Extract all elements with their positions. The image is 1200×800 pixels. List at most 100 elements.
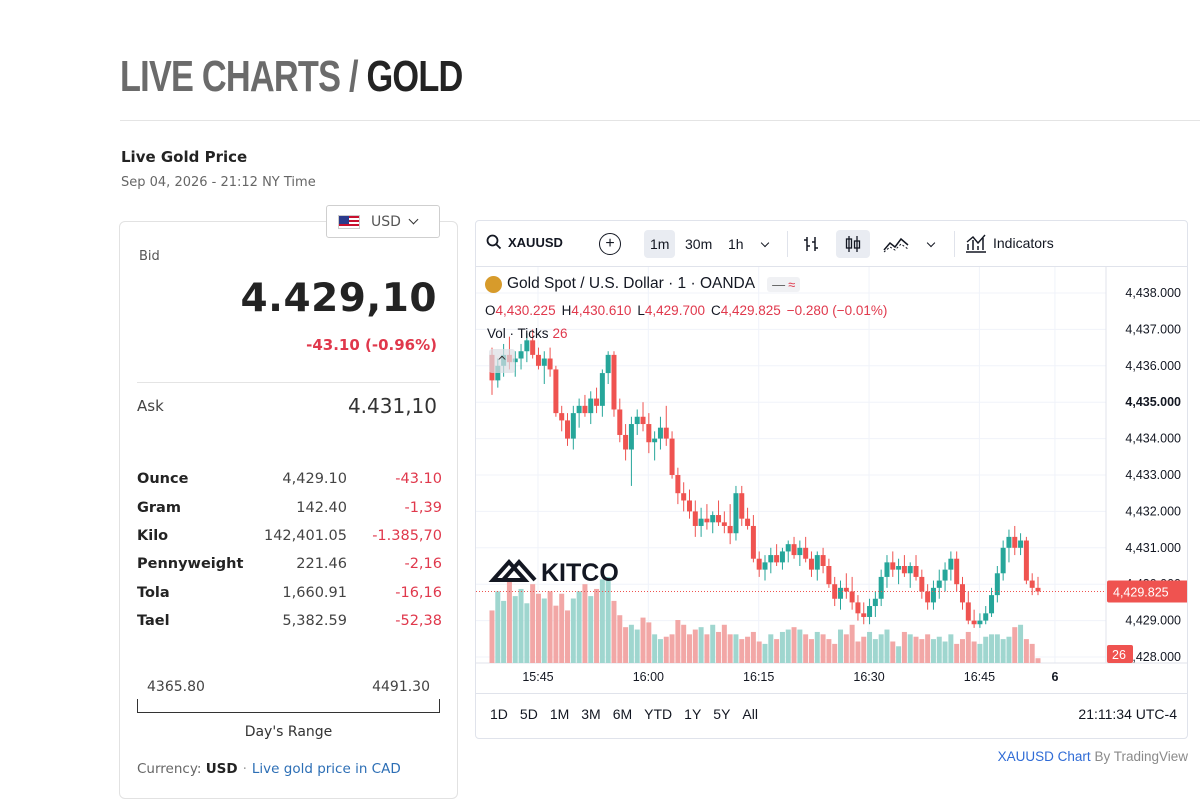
series-legend[interactable]: Gold Spot / U.S. Dollar · 1 · OANDA — ≈ [485,275,801,293]
symbol-search[interactable]: XAUUSD [486,234,563,250]
unit-row: Ounce 4,429.10 -43.10 [137,465,442,493]
volume-bar [1035,658,1041,663]
price-chart[interactable]: KITCO 4,438.000 4,437.000 4,436.000 4,435.0… [476,267,1188,693]
candle-body [628,424,634,450]
minus-icon: — [772,276,786,292]
range-periods: 1D 5D 1M 3M 6M YTD 1Y 5Y All [490,706,758,722]
candle-body [646,424,652,443]
candle-body [634,416,640,425]
collapse-legend-button[interactable]: ^ [489,349,515,373]
last-price-label: 4,429.825 [1113,585,1169,599]
candle-body [948,558,954,570]
close-value: 4,429.825 [720,303,781,318]
day-range-label: Day's Range [244,724,333,740]
volume-bar [774,639,780,663]
close-label: C [710,303,721,318]
candle-body [954,558,960,585]
chart-type-dropdown[interactable] [914,230,948,258]
price-tick: 4,436.000 [1125,359,1181,373]
volume-bar [489,610,495,663]
kitco-logo-text: KITCO [541,559,619,587]
volume-bar [942,641,948,663]
candle-body [524,340,530,352]
candle-body [791,544,797,556]
volume-bar [588,596,594,663]
volume-bar [948,634,954,663]
volume-bar [553,605,559,663]
volume-bar [994,634,1000,663]
chevron-down-icon [926,238,936,247]
compare-symbol-button[interactable]: + [599,233,621,255]
candle-body [768,555,774,563]
price-tick: 4,431.000 [1125,541,1181,555]
period-1m[interactable]: 1M [549,706,570,722]
period-1y[interactable]: 1Y [684,706,702,722]
candle-body [977,620,983,625]
unit-name: Ounce [137,471,189,488]
candle-body [582,405,588,414]
candle-body [756,558,762,570]
period-3m[interactable]: 3M [581,706,601,722]
unit-change: -2,16 [404,556,442,573]
volume-bar [727,634,733,663]
volume-bar [884,629,890,663]
period-5d[interactable]: 5D [519,706,538,722]
unit-price: 1,660.91 [282,584,347,601]
area-chart-type-button[interactable] [879,230,913,258]
gold-symbol-icon [485,275,502,293]
indicators-icon [966,234,986,253]
candle-body [704,518,710,523]
candle-body [657,427,663,439]
volume-bar [1023,639,1029,663]
candle-body [686,500,692,512]
period-6m[interactable]: 6M [612,706,633,722]
cad-price-link[interactable]: Live gold price in CAD [251,761,401,777]
chart-clock[interactable]: 21:11:34 UTC-4 [1078,706,1177,722]
period-ytd[interactable]: YTD [644,706,673,722]
volume-bar [547,591,553,663]
volume-bar [768,634,774,663]
us-flag-icon [338,214,360,229]
volume-bar [907,634,913,663]
volume-bar [1006,636,1012,663]
interval-1h[interactable]: 1h [728,236,744,252]
period-1d[interactable]: 1D [490,706,508,722]
candle-body [721,522,727,526]
candle-chart-type-button[interactable] [836,230,870,258]
time-tick: 16:45 [964,670,995,684]
page-title: LIVE CHARTS / GOLD [120,52,463,102]
period-all[interactable]: All [742,706,758,722]
candle-body [855,602,861,614]
volume-bar [652,634,658,663]
interval-1m[interactable]: 1m [644,230,676,258]
period-5y[interactable]: 5Y [713,706,731,722]
high-value: 4,430.610 [571,303,632,318]
candle-body [925,591,931,603]
tradingview-credit: XAUUSD Chart By TradingView [998,749,1188,764]
candle-body [872,598,878,607]
change-value: −0.280 (−0.01%) [786,303,888,318]
candle-body [611,354,617,410]
currency-select[interactable]: USD [326,205,440,238]
volume-bar [808,639,814,663]
xauusd-chart-link[interactable]: XAUUSD Chart [997,749,1091,764]
volume-bar [530,584,536,663]
candle-body [617,409,623,435]
candle-body [1000,547,1006,574]
volume-bar [832,643,838,663]
interval-30m[interactable]: 30m [685,236,713,252]
volume-bar [512,596,518,663]
candle-body [640,416,646,425]
volume-bar [704,634,710,663]
candle-body [669,438,675,475]
candles [489,329,1041,628]
ask-value: 4.431,10 [347,394,437,418]
indicators-button[interactable]: Indicators [965,233,1054,253]
currency-footer-label: Currency: [137,761,202,777]
bar-chart-type-button[interactable] [794,230,828,258]
time-tick: 16:15 [743,670,774,684]
interval-dropdown[interactable] [748,230,782,258]
candle-body [878,576,884,599]
volume-label: Vol · Ticks [487,326,549,341]
unit-name: Pennyweight [137,556,244,573]
